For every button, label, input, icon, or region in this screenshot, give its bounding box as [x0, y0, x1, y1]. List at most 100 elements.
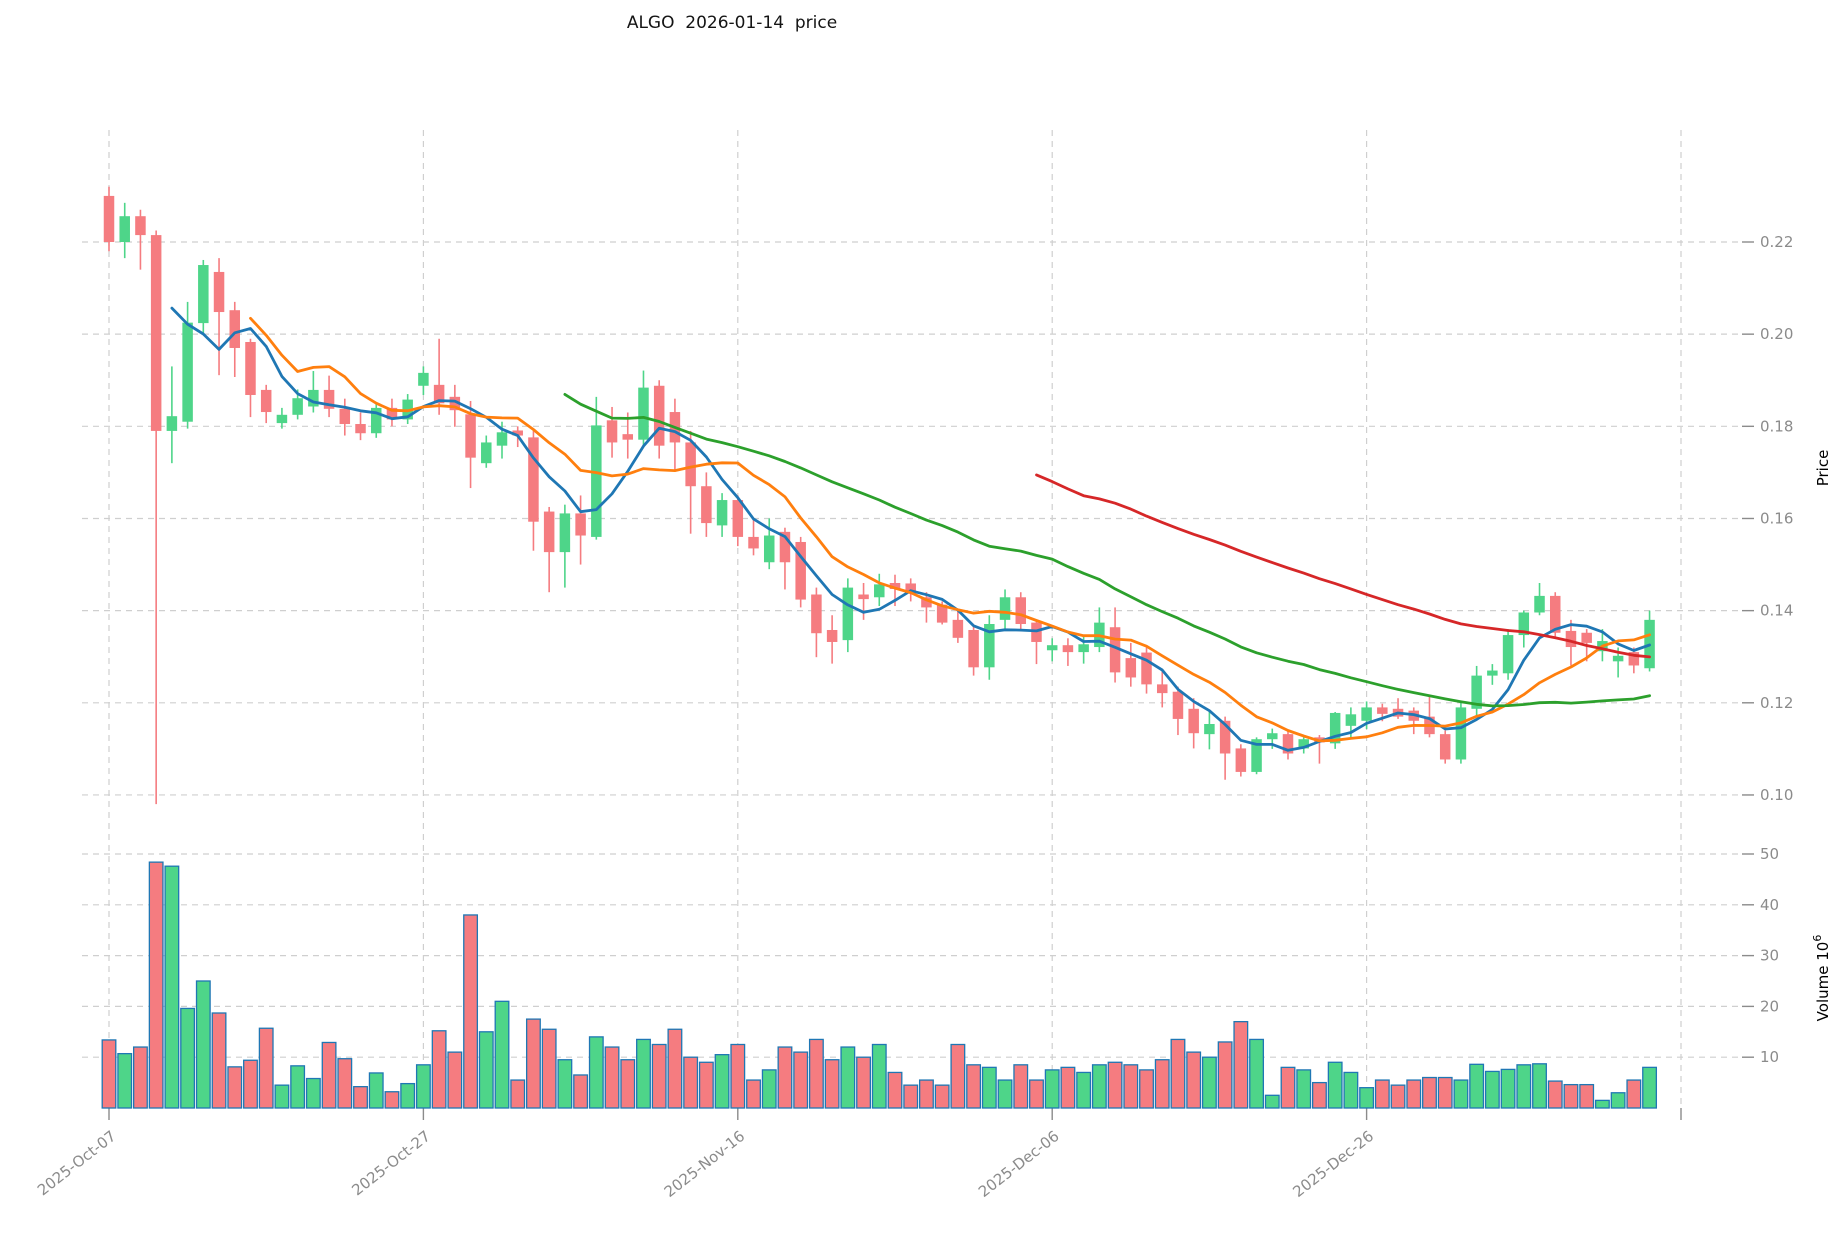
- date-tick-label: 2025-Dec-06: [975, 1127, 1063, 1201]
- candle-body: [1534, 595, 1545, 613]
- ma-line-10: [249, 316, 1651, 743]
- volume-bar: [180, 1007, 196, 1109]
- volume-bar: [132, 1046, 148, 1109]
- volume-bar: [164, 865, 180, 1109]
- volume-bar: [117, 1052, 133, 1109]
- candle-body: [1156, 684, 1168, 694]
- volume-bar: [761, 1069, 777, 1109]
- candle-body: [591, 425, 602, 537]
- candle-body: [1518, 612, 1530, 636]
- candle-body: [119, 216, 130, 242]
- plot-area: 2025-Oct-07 2025-Oct-27 2025-Nov-16 2025-De…: [34, 130, 1793, 1201]
- volume-bar: [463, 914, 479, 1109]
- volume-bar: [1437, 1076, 1453, 1109]
- candle-body: [811, 594, 822, 634]
- volume-bar: [557, 1059, 573, 1109]
- volume-bar: [368, 1072, 384, 1109]
- candle-body: [512, 430, 523, 436]
- volume-bar: [290, 1065, 306, 1109]
- candle-body: [1109, 627, 1121, 673]
- volume-bar: [384, 1091, 400, 1109]
- volume-bar: [243, 1059, 258, 1109]
- price-tick-label: 0.20: [1760, 325, 1793, 343]
- volume-bar: [1107, 1061, 1123, 1109]
- candle-body: [858, 594, 869, 600]
- volume-bar: [573, 1074, 589, 1109]
- volume-bar: [353, 1086, 368, 1109]
- candle-body: [433, 384, 445, 404]
- candle-body: [260, 389, 272, 413]
- candle-body: [936, 604, 948, 623]
- ma-10-path: [249, 316, 1651, 743]
- candle-body: [1581, 632, 1592, 643]
- candle-body: [748, 536, 759, 549]
- candle-body: [1219, 720, 1231, 754]
- volume-bar: [856, 1056, 872, 1109]
- candle-body: [465, 414, 476, 458]
- volume-bar: [1642, 1066, 1658, 1109]
- candle-body: [150, 235, 162, 431]
- candle-body: [984, 624, 995, 668]
- candles: [103, 186, 1655, 805]
- price-tick-label: 0.12: [1760, 694, 1793, 712]
- volume-bar: [1249, 1038, 1265, 1109]
- volume-bar: [525, 1018, 541, 1109]
- candle-body: [889, 582, 901, 589]
- candle-body: [166, 416, 178, 431]
- ma-line-30: [563, 393, 1651, 708]
- volume-bar: [683, 1056, 699, 1109]
- candle-body: [1188, 708, 1199, 734]
- volume-bar: [1453, 1079, 1469, 1109]
- candle-body: [685, 442, 696, 487]
- volume-bar: [966, 1064, 982, 1109]
- candle-body: [229, 310, 241, 348]
- candle-body: [1282, 734, 1294, 754]
- volume-axis-label: Volume 106: [1811, 935, 1832, 1022]
- volume-bar: [1170, 1038, 1186, 1109]
- volume-bar: [950, 1043, 966, 1109]
- candle-body: [1267, 733, 1278, 740]
- candle-body: [1235, 748, 1247, 772]
- volume-bar: [1327, 1061, 1343, 1109]
- volume-bar: [1610, 1092, 1626, 1109]
- volume-bar: [1139, 1069, 1154, 1109]
- volume-bar: [714, 1054, 730, 1109]
- volume-bar: [305, 1077, 321, 1109]
- volume-tick-label: 40: [1760, 896, 1779, 914]
- volume-axis-label-exponent: 6: [1811, 935, 1824, 942]
- candle-body: [874, 584, 885, 598]
- price-tick-label: 0.14: [1760, 602, 1793, 620]
- candle-body: [1251, 739, 1262, 772]
- candle-body: [418, 372, 429, 386]
- candle-body: [1204, 723, 1215, 735]
- candle-body: [716, 500, 728, 526]
- date-tick-label: 2025-Dec-26: [1289, 1127, 1377, 1201]
- candle-body: [1329, 712, 1341, 744]
- volume-bar: [1280, 1066, 1296, 1109]
- candle-body: [653, 385, 665, 446]
- candle-body: [1471, 675, 1482, 709]
- candle-body: [575, 513, 586, 536]
- candle-body: [622, 434, 634, 440]
- volume-bar: [840, 1046, 856, 1109]
- price-tick-label: 0.10: [1760, 786, 1793, 804]
- candle-body: [1612, 655, 1624, 662]
- candle-body: [481, 442, 492, 464]
- volume-bar: [431, 1030, 447, 1109]
- candle-body: [1502, 635, 1514, 674]
- candle-body: [826, 629, 838, 642]
- volume-bar: [494, 1000, 510, 1109]
- date-ticks: 2025-Oct-07 2025-Oct-27 2025-Nov-16 2025-De…: [34, 1108, 1682, 1201]
- candle-body: [1015, 597, 1027, 625]
- candle-body: [1172, 691, 1184, 719]
- volume-bar: [1390, 1084, 1406, 1109]
- date-tick-label: 2025-Oct-27: [348, 1127, 434, 1199]
- chart-title: ALGO 2026-01-14 price: [627, 13, 837, 33]
- candle-body: [999, 597, 1011, 620]
- volume-bar: [1044, 1069, 1060, 1109]
- candle-body: [905, 583, 916, 594]
- candle-body: [1361, 707, 1372, 721]
- volume-bar: [1547, 1080, 1563, 1109]
- candle-body: [276, 414, 288, 424]
- volume-tick-label: 50: [1760, 845, 1779, 863]
